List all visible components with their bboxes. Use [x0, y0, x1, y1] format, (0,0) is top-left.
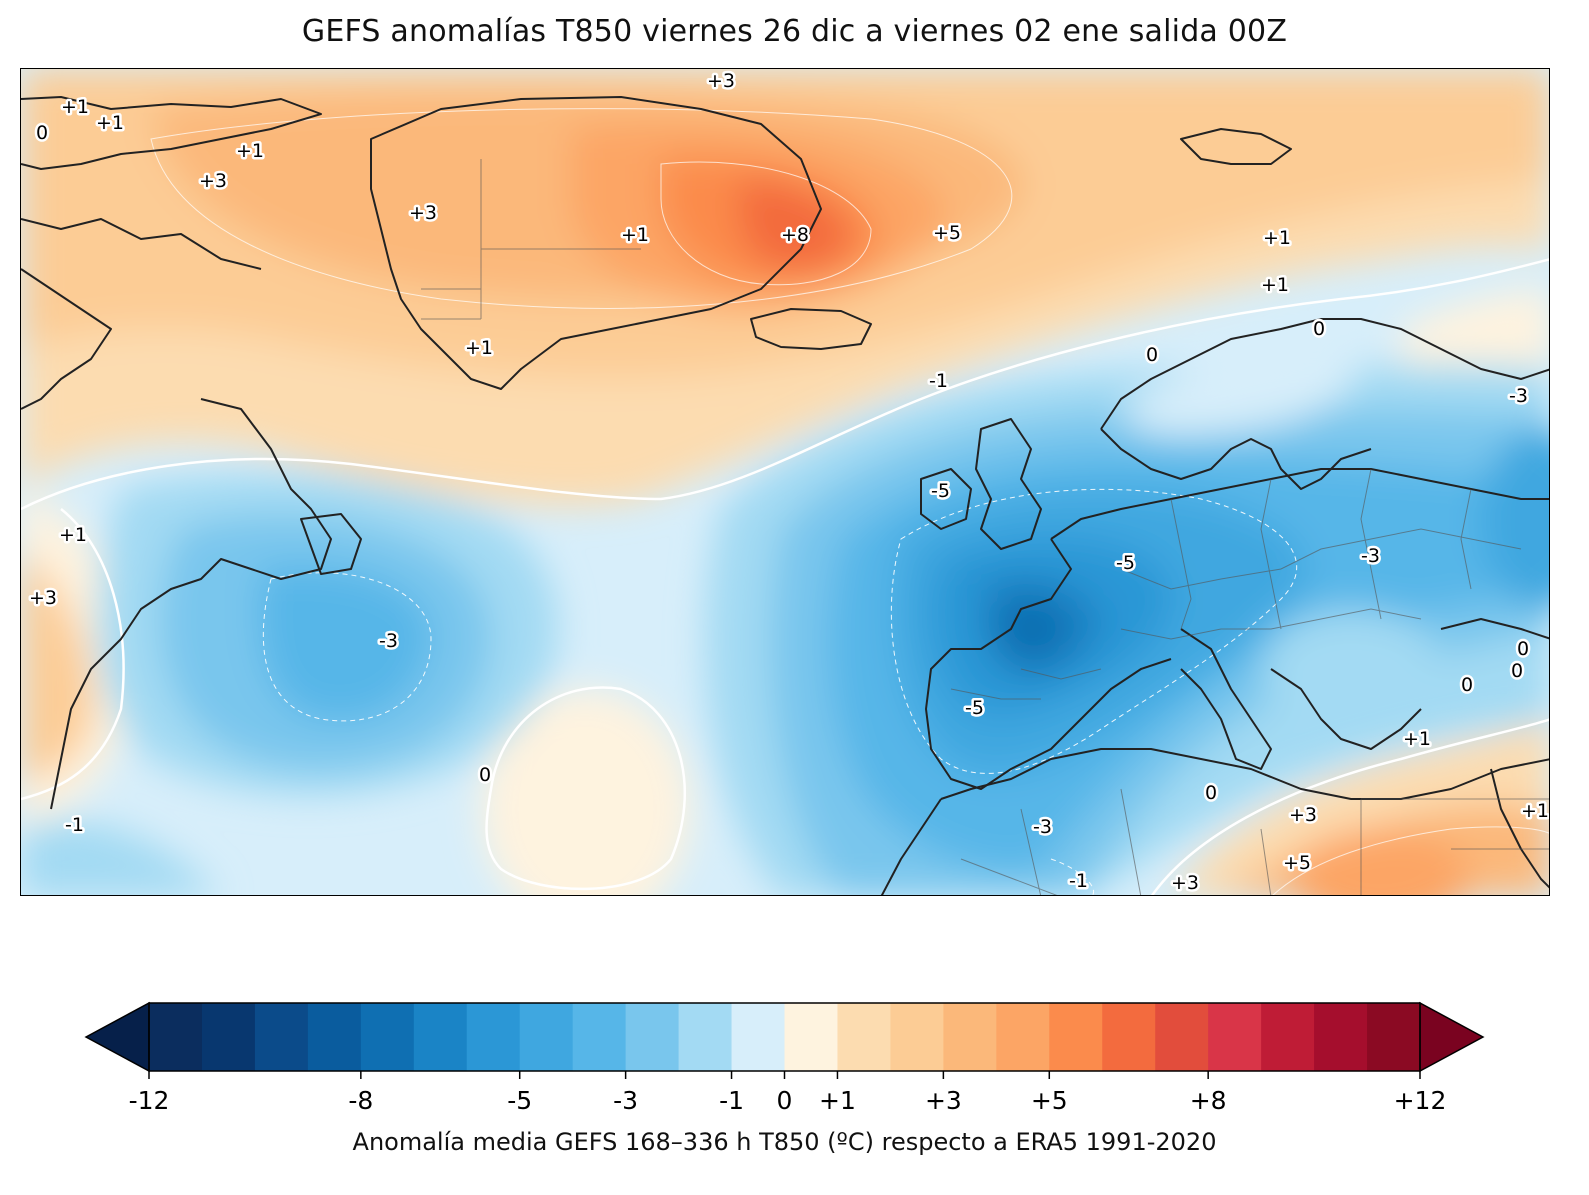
- colorbar-tick-label: 0: [777, 1086, 793, 1115]
- colorbar-box: [254, 1003, 309, 1071]
- colorbar-label: Anomalía media GEFS 168–336 h T850 (ºC) …: [352, 1128, 1217, 1156]
- colorbar-under-arrow: [84, 1001, 150, 1073]
- colorbar-box: [890, 1003, 944, 1071]
- colorbar-tick-label: +12: [1394, 1086, 1447, 1115]
- negative-contours: [262, 488, 1298, 895]
- colorbar-tick-label: +8: [1190, 1086, 1227, 1115]
- colorbar-tick-label: -8: [348, 1086, 373, 1115]
- colorbar-box: [1049, 1003, 1103, 1071]
- colorbar-box: [519, 1003, 574, 1071]
- colorbar-box: [201, 1003, 256, 1071]
- contour-label: 0: [479, 764, 491, 786]
- contour-label: +1: [1263, 227, 1291, 249]
- contour-label: -5: [965, 697, 984, 719]
- colorbar-box: [1314, 1003, 1368, 1071]
- map-panel[interactable]: +3 +1 +1 0 +1 +3 +3 +1 +8 +5 +1 +1 +1 0 …: [20, 68, 1550, 896]
- contour-label: +1: [1261, 274, 1289, 296]
- contour-label: -3: [379, 630, 398, 652]
- contour-label: -1: [65, 814, 84, 836]
- colorbar-box: [572, 1003, 627, 1071]
- colorbar-box: [996, 1003, 1050, 1071]
- contour-label: +3: [409, 202, 437, 224]
- contour-label: +3: [29, 587, 57, 609]
- colorbar-box: [1261, 1003, 1315, 1071]
- anomaly-field: [21, 69, 1549, 895]
- contour-label: +3: [1171, 872, 1199, 894]
- colorbar-box: [1155, 1003, 1209, 1071]
- contour-label: 0: [1313, 318, 1325, 340]
- contour-label: 0: [1511, 660, 1523, 682]
- contour-label: +1: [465, 337, 493, 359]
- contour-label: -1: [1069, 870, 1088, 892]
- colorbar-tick-label: -1: [719, 1086, 744, 1115]
- contour-label: +3: [199, 170, 227, 192]
- colorbar-tick-label: -5: [507, 1086, 532, 1115]
- contour-label: -5: [1116, 552, 1135, 574]
- colorbar-box: [1208, 1003, 1262, 1071]
- map-title: GEFS anomalías T850 viernes 26 dic a vie…: [301, 14, 1288, 49]
- contour-label: +5: [1283, 852, 1311, 874]
- colorbar-tick-label: +1: [819, 1086, 856, 1115]
- contour-label: +8: [781, 224, 809, 246]
- contour-label: +3: [707, 70, 735, 92]
- contour-label: +1: [59, 524, 87, 546]
- colorbar-box: [1102, 1003, 1156, 1071]
- contour-label: 0: [1146, 344, 1158, 366]
- colorbar: -12 -8 -5 -3 -1 0 +1 +3 +5 +8 +12: [84, 1001, 1485, 1115]
- colorbar-box: [784, 1003, 838, 1071]
- contour-label: +1: [96, 112, 124, 134]
- contour-label: +1: [1521, 800, 1549, 822]
- contour-label: 0: [36, 122, 48, 144]
- anomaly-map[interactable]: +3 +1 +1 0 +1 +3 +3 +1 +8 +5 +1 +1 +1 0 …: [21, 69, 1550, 896]
- colorbar-box: [625, 1003, 680, 1071]
- coastlines: [21, 96, 1549, 895]
- colorbar-over-arrow: [1419, 1001, 1485, 1073]
- colorbar-tick-label: -12: [129, 1086, 170, 1115]
- contour-label: +1: [1403, 728, 1431, 750]
- zero-contour: [21, 258, 1549, 895]
- colorbar-box: [731, 1003, 785, 1071]
- colorbar-tick-label: -3: [613, 1086, 638, 1115]
- colorbar-box: [413, 1003, 468, 1071]
- borders: [421, 159, 1549, 895]
- contour-labels: +3 +1 +1 0 +1 +3 +3 +1 +8 +5 +1 +1 +1 0 …: [27, 69, 1550, 895]
- colorbar-tick-label: +5: [1031, 1086, 1068, 1115]
- colorbar-boxes: [149, 1003, 1421, 1071]
- contour-label: +3: [1289, 804, 1317, 826]
- colorbar-box: [837, 1003, 891, 1071]
- colorbar-box: [466, 1003, 521, 1071]
- contour-label: -1: [929, 370, 948, 392]
- colorbar-box: [1367, 1003, 1421, 1071]
- contour-label: +1: [61, 96, 89, 118]
- contour-label: 0: [1461, 674, 1473, 696]
- contour-label: -3: [1033, 816, 1052, 838]
- contour-label: -3: [1361, 545, 1380, 567]
- colorbar-box: [943, 1003, 997, 1071]
- colorbar-box: [149, 1003, 203, 1071]
- colorbar-box: [307, 1003, 362, 1071]
- contour-label: +1: [621, 224, 649, 246]
- colorbar-tick-label: +3: [925, 1086, 962, 1115]
- colorbar-box: [678, 1003, 733, 1071]
- contour-label: -3: [1509, 385, 1528, 407]
- contour-label: 0: [1517, 638, 1529, 660]
- colorbar-box: [360, 1003, 415, 1071]
- contour-label: 0: [1205, 782, 1217, 804]
- colorbar-ticks: -12 -8 -5 -3 -1 0 +1 +3 +5 +8 +12: [129, 1071, 1447, 1115]
- contour-label: +5: [933, 222, 961, 244]
- positive-contours: [150, 108, 1549, 895]
- contour-label: +1: [236, 140, 264, 162]
- contour-label: -5: [931, 480, 950, 502]
